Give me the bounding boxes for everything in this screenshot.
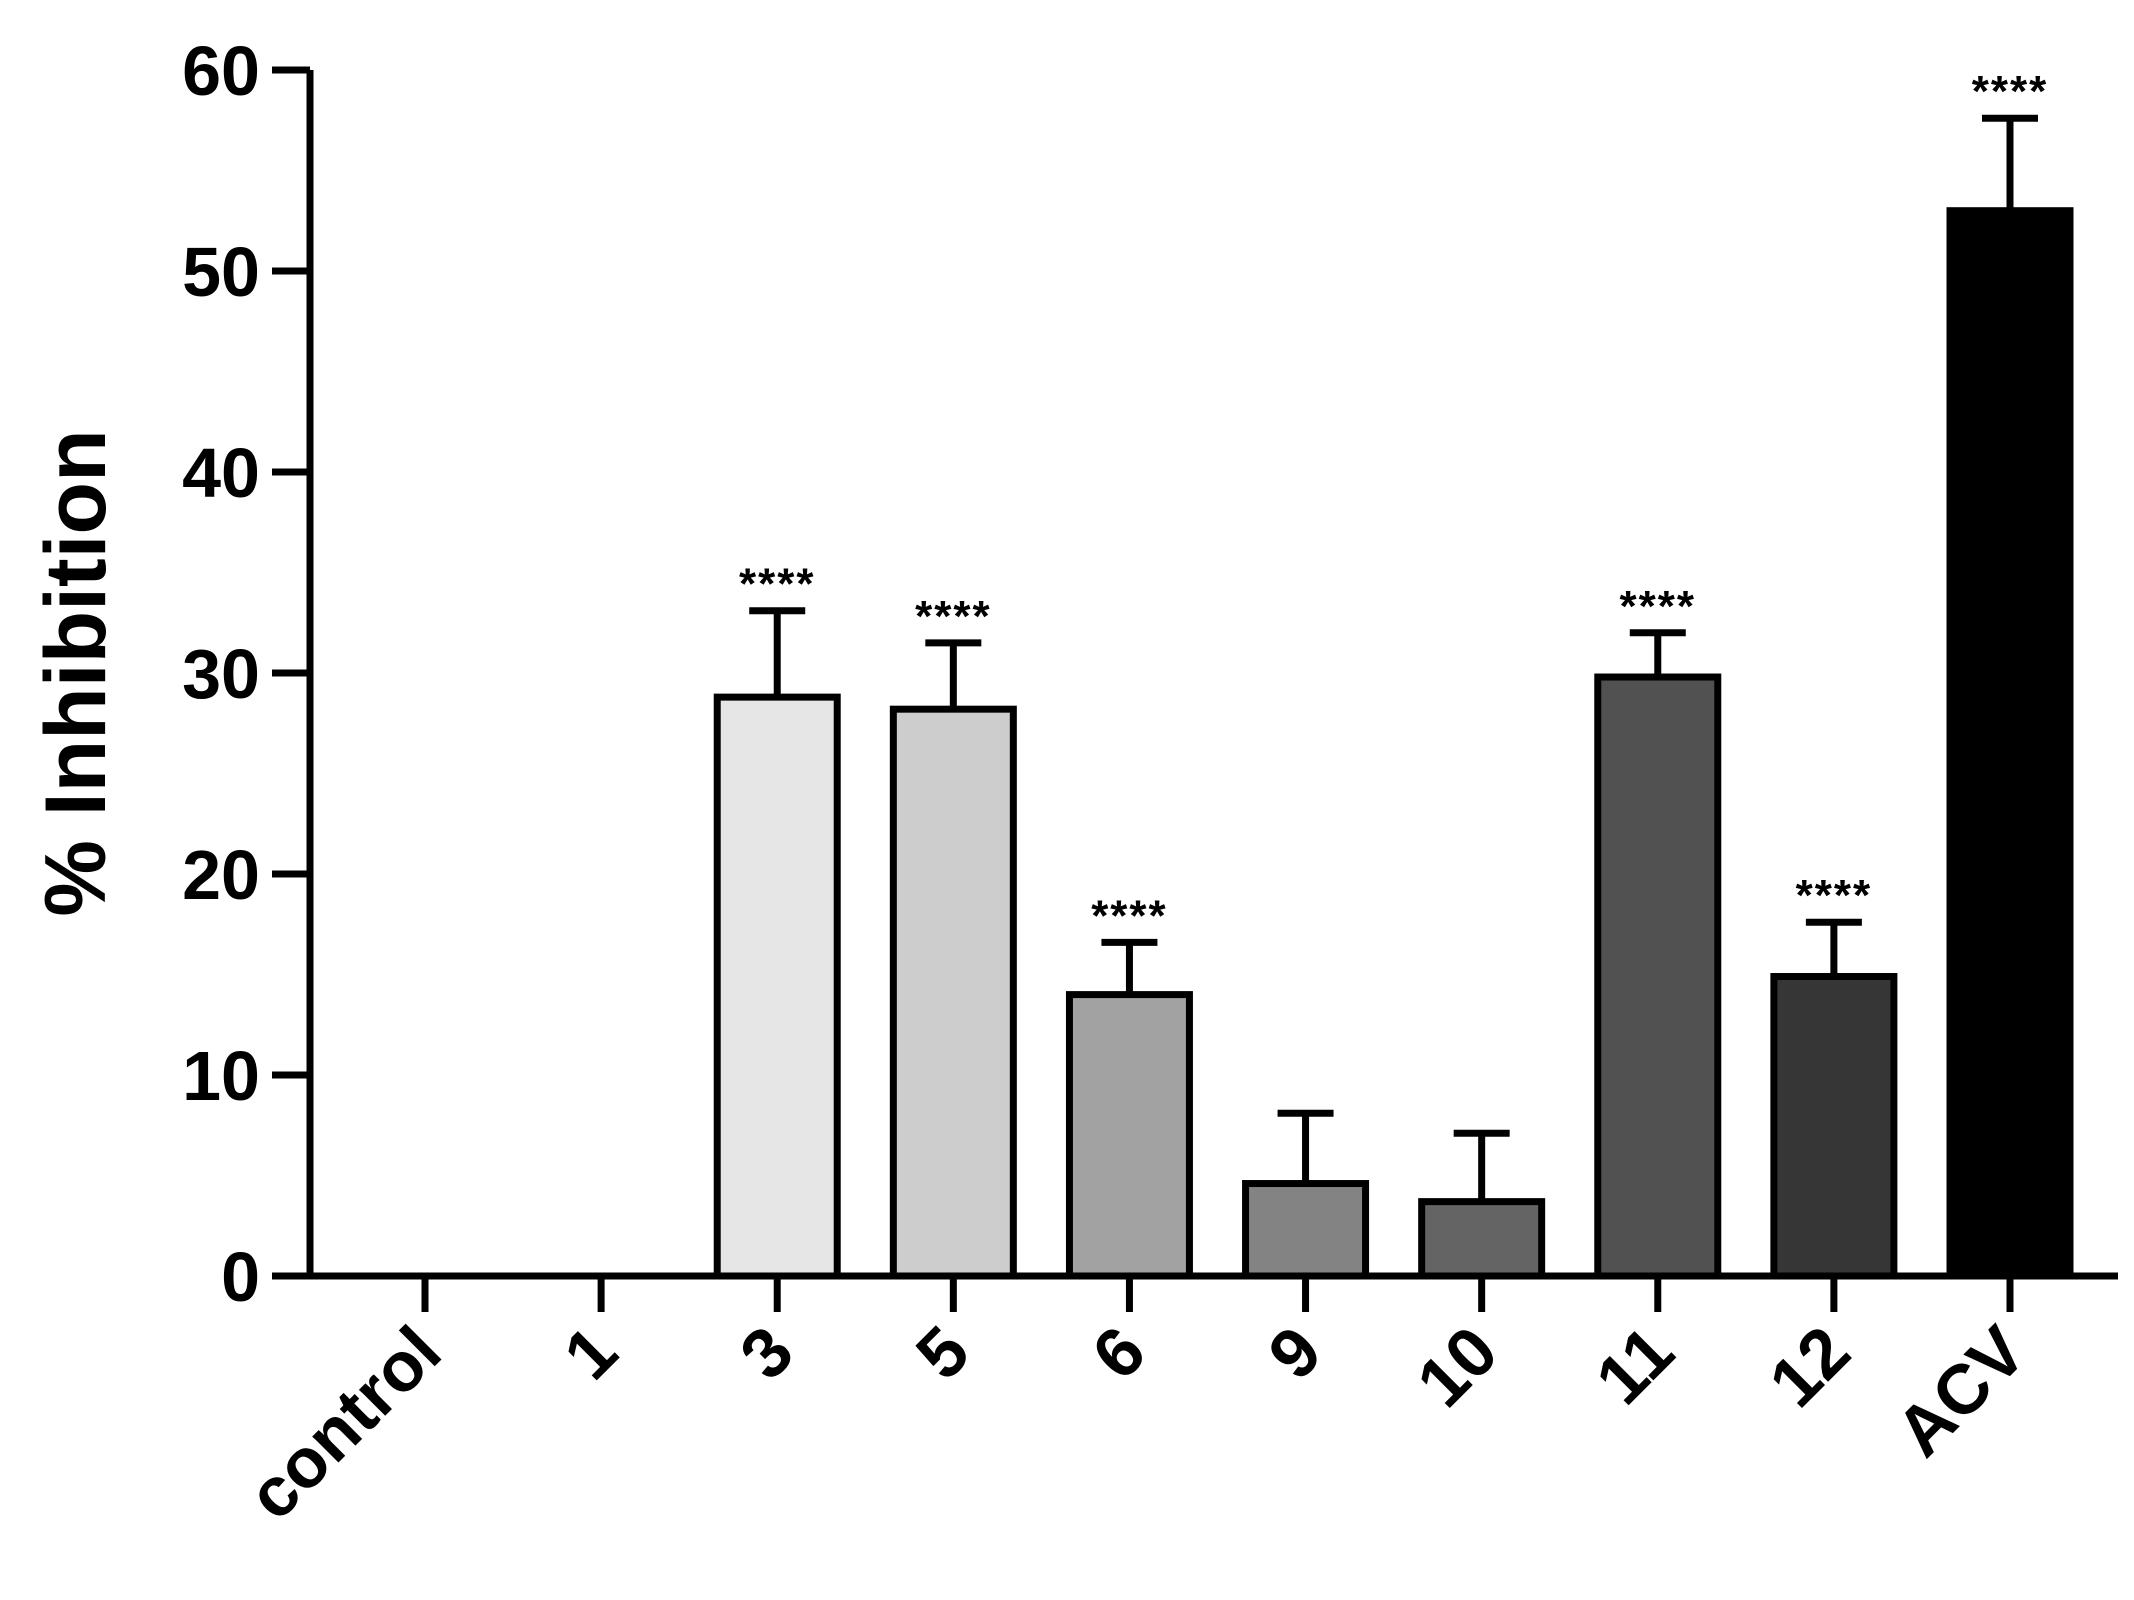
significance-label: ****: [1091, 891, 1168, 940]
x-tick-label: 10: [1402, 1311, 1512, 1421]
x-tick-label: 1: [549, 1311, 632, 1394]
x-tick-label: 6: [1077, 1311, 1160, 1394]
y-tick-label: 60: [182, 32, 260, 110]
y-axis-label: % Inhibition: [28, 429, 124, 916]
significance-label: ****: [1620, 582, 1697, 631]
y-tick-label: 0: [221, 1238, 260, 1316]
significance-label: ****: [1972, 67, 2049, 116]
bar-11: [1594, 673, 1722, 1280]
bars-layer: **** **** **** **** **** ****: [713, 67, 2074, 1280]
significance-label: ****: [1796, 871, 1873, 920]
x-tick-label: control: [233, 1311, 456, 1534]
x-tick-label: 11: [1581, 1311, 1688, 1418]
x-tick-label: ACV: [1881, 1311, 2041, 1471]
significance-label: ****: [739, 560, 816, 609]
y-tick-label: 20: [182, 836, 260, 914]
bar-3: [713, 693, 841, 1280]
bar-12: [1770, 973, 1898, 1280]
y-tick-label: 50: [182, 233, 260, 311]
x-tick-label: 3: [725, 1311, 808, 1394]
bar-10: [1418, 1198, 1546, 1280]
bar-9: [1242, 1180, 1370, 1280]
y-tick-label: 30: [182, 635, 260, 713]
x-tick-label: 12: [1754, 1311, 1864, 1421]
y-tick-label: 40: [182, 434, 260, 512]
y-tick-label: 10: [182, 1037, 260, 1115]
x-tick-label: 5: [901, 1311, 984, 1394]
significance-label: ****: [915, 592, 992, 641]
ticks-layer: 0 10 20 30 40 50 60 control 1 3 5 6 9 10 11 12 ACV: [182, 32, 2041, 1534]
bar-6: [1065, 991, 1193, 1280]
bar-ACV: [1946, 207, 2074, 1280]
bar-5: [889, 705, 1017, 1280]
x-tick-label: 9: [1253, 1311, 1336, 1394]
